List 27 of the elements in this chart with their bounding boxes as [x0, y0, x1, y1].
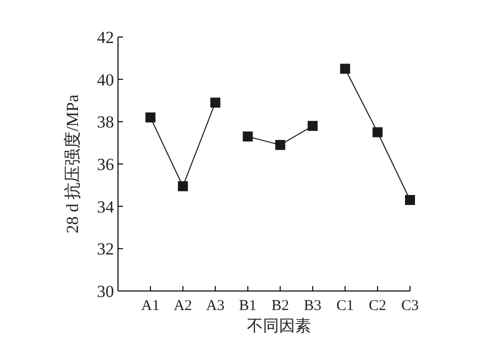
- point: [275, 140, 286, 150]
- y-tick-label: 40: [97, 70, 114, 90]
- point: [405, 194, 415, 205]
- x-tick-label: B3: [304, 298, 322, 314]
- point: [210, 98, 220, 108]
- x-tick-label: A2: [174, 298, 192, 314]
- y-tick-label: 36: [97, 155, 114, 174]
- point: [308, 120, 318, 131]
- point: [340, 64, 350, 74]
- x-tick-label: C3: [401, 298, 419, 314]
- point: [242, 131, 253, 142]
- y-tick-label: 34: [97, 197, 114, 216]
- x-tick-label: B2: [271, 298, 289, 314]
- x-tick-label: A1: [141, 298, 160, 314]
- x-tick-label: B1: [239, 298, 257, 314]
- x-tick-label: C1: [336, 298, 354, 314]
- x-tick-label: A3: [206, 298, 225, 314]
- point: [178, 181, 188, 192]
- y-tick-label: 38: [97, 112, 114, 132]
- point: [145, 112, 156, 122]
- x-axis-title: 不同因素: [247, 317, 311, 335]
- y-tick-label: 42: [97, 28, 114, 47]
- point: [372, 127, 383, 138]
- y-tick-label: 30: [97, 282, 114, 301]
- x-tick-label: C2: [368, 298, 386, 314]
- y-tick-label: 32: [97, 240, 114, 259]
- y-axis-title: 28 d 抗压强度/MPa: [63, 94, 82, 234]
